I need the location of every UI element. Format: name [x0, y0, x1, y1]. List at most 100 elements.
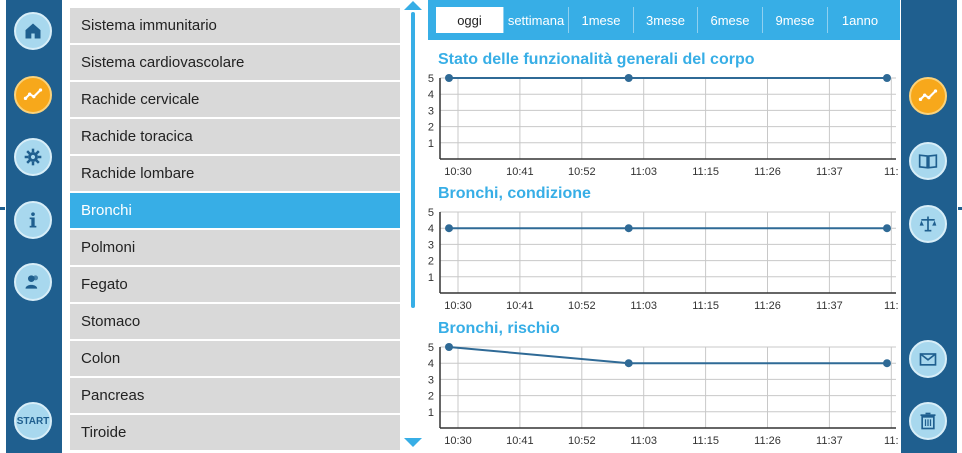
data-point: [624, 359, 633, 368]
chart-title-bronchi-risk: Bronchi, rischio: [438, 320, 560, 337]
period-tab[interactable]: 6mese: [697, 7, 762, 33]
y-tick-label: 5: [428, 207, 434, 219]
chart-bronchi-condition: 10:30 10:41 10:52 11:03 11:15 11:26 11:37 11: 1 2…: [428, 207, 898, 312]
x-tick-label: 10:52: [568, 435, 596, 447]
data-point: [624, 74, 633, 82]
data-point: [624, 224, 633, 233]
y-tick-label: 1: [428, 138, 434, 150]
period-tab[interactable]: settimana: [503, 7, 568, 33]
chart-line-icon: [918, 89, 938, 101]
edge-marker-left: [0, 207, 5, 210]
period-tab[interactable]: 1anno: [827, 7, 892, 33]
x-tick-label: 11:03: [630, 166, 657, 178]
list-item[interactable]: Sistema immunitario: [70, 8, 400, 43]
plot-area: [440, 78, 896, 159]
edge-marker-right: [958, 207, 962, 210]
x-tick-label: 10:41: [506, 166, 534, 178]
chart-title-bronchi-condition: Bronchi, condizione: [438, 185, 591, 202]
y-tick-label: 1: [428, 407, 434, 419]
trash-nav-button[interactable]: [909, 402, 947, 440]
book-icon: [918, 154, 938, 169]
x-tick-label: 11:26: [754, 166, 781, 178]
chart-general-status: 10:30 10:41 10:52 11:03 11:15 11:26 11:37 11: 1 2…: [428, 73, 898, 178]
plot-area: [440, 212, 896, 293]
y-tick-label: 4: [428, 223, 434, 235]
trash-icon: [920, 412, 936, 430]
data-point: [883, 74, 891, 82]
plot-area: [440, 347, 896, 428]
period-tab[interactable]: 3mese: [633, 7, 697, 33]
x-tick-label: 11:: [884, 166, 898, 178]
scroll-down-arrow-icon[interactable]: [404, 438, 422, 447]
x-tick-label: 10:52: [568, 166, 596, 178]
users-icon: [25, 275, 38, 289]
y-tick-label: 2: [428, 256, 434, 268]
x-tick-label: 10:30: [444, 300, 472, 312]
list-item[interactable]: Rachide lombare: [70, 156, 400, 191]
x-tick-label: 11:15: [692, 435, 719, 447]
x-tick-label: 11:03: [630, 300, 657, 312]
list-item[interactable]: Rachide cervicale: [70, 82, 400, 117]
users-nav-button[interactable]: [14, 263, 52, 301]
chart-bronchi-risk: 10:30 10:41 10:52 11:03 11:15 11:26 11:37 11: 1 2…: [428, 342, 898, 447]
scrollbar[interactable]: [411, 12, 415, 308]
list-item[interactable]: Tiroide: [70, 415, 400, 450]
x-tick-label: 11:37: [816, 435, 843, 447]
x-tick-label: 10:30: [444, 166, 472, 178]
period-tab[interactable]: oggi: [436, 7, 503, 33]
data-point: [445, 224, 453, 233]
list-item[interactable]: Colon: [70, 341, 400, 376]
chart-line-icon: [23, 88, 43, 100]
y-tick-label: 5: [428, 342, 434, 354]
list-item[interactable]: Pancreas: [70, 378, 400, 413]
mail-nav-button[interactable]: [909, 340, 947, 378]
x-tick-label: 10:52: [568, 300, 596, 312]
chart-line-nav-button[interactable]: [909, 77, 947, 115]
period-tab[interactable]: 1mese: [568, 7, 633, 33]
list-item[interactable]: Bronchi: [70, 193, 400, 228]
x-tick-label: 10:30: [444, 435, 472, 447]
info-icon: [29, 212, 37, 228]
start-button[interactable]: START: [14, 402, 52, 440]
x-tick-label: 10:41: [506, 435, 534, 447]
x-tick-label: 11:26: [754, 300, 781, 312]
scale-nav-button[interactable]: [909, 205, 947, 243]
scroll-up-arrow-icon[interactable]: [404, 1, 422, 10]
info-nav-button[interactable]: [14, 201, 52, 239]
y-tick-label: 3: [428, 105, 434, 117]
home-icon: [25, 23, 41, 39]
x-tick-label: 11:26: [754, 435, 781, 447]
y-tick-label: 3: [428, 374, 434, 386]
period-selector: oggi settimana 1mese 3mese 6mese 9mese 1anno: [428, 0, 900, 40]
list-item[interactable]: Fegato: [70, 267, 400, 302]
period-tab[interactable]: 9mese: [762, 7, 827, 33]
data-point: [445, 74, 453, 82]
y-tick-label: 2: [428, 122, 434, 134]
data-point: [445, 343, 453, 351]
data-point: [883, 359, 891, 368]
y-tick-label: 1: [428, 272, 434, 284]
y-tick-label: 3: [428, 239, 434, 251]
start-label: START: [16, 415, 50, 427]
x-tick-label: 11:15: [692, 166, 719, 178]
list-item[interactable]: Sistema cardiovascolare: [70, 45, 400, 80]
book-nav-button[interactable]: [909, 142, 947, 180]
x-tick-label: 11:37: [816, 166, 843, 178]
chart-line-nav-button[interactable]: [14, 76, 52, 114]
y-tick-label: 5: [428, 73, 434, 85]
gear-nav-button[interactable]: [14, 138, 52, 176]
data-point: [883, 224, 891, 233]
body-part-list: Sistema immunitario Sistema cardiovascola…: [70, 8, 400, 452]
x-tick-label: 11:03: [630, 435, 657, 447]
y-tick-label: 4: [428, 358, 434, 370]
x-tick-label: 11:37: [816, 300, 843, 312]
gear-icon: [24, 148, 42, 166]
scale-icon: [919, 216, 937, 232]
y-tick-label: 2: [428, 391, 434, 403]
chart-title-general: Stato delle funzionalità generali del co…: [438, 51, 755, 68]
list-item[interactable]: Polmoni: [70, 230, 400, 265]
home-nav-button[interactable]: [14, 12, 52, 50]
x-tick-label: 11:: [884, 300, 898, 312]
list-item[interactable]: Rachide toracica: [70, 119, 400, 154]
list-item[interactable]: Stomaco: [70, 304, 400, 339]
